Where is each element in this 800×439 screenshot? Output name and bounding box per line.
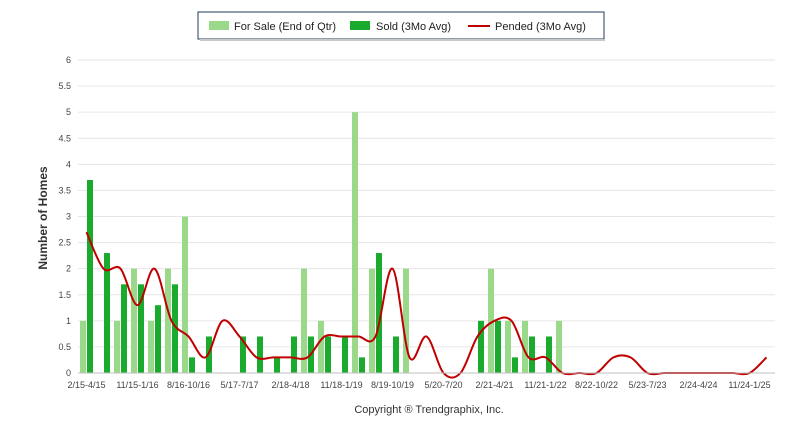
bar-sold: [478, 320, 484, 373]
bar-sold: [512, 357, 518, 373]
copyright-footer: Copyright ® Trendgraphix, Inc.: [354, 404, 503, 416]
x-tick-label: 5/17-7/17: [220, 380, 258, 390]
y-tick-label: 6: [66, 55, 71, 65]
y-axis-label: Number of Homes: [36, 166, 50, 270]
chart-axes: 0 0.5 1 1.5 2 2.5 3 3.5 4 4.5 5 5.5 6 2/15-4/15 11/15-…: [58, 55, 775, 390]
bar-sold: [291, 336, 297, 373]
legend-label-sold: Sold (3Mo Avg): [376, 21, 451, 33]
x-tick-label: 8/22-10/22: [575, 380, 618, 390]
y-tick-label: 3.5: [58, 185, 71, 195]
bar-sold: [240, 336, 246, 373]
bar-sold: [172, 284, 178, 373]
bar-for-sale: [352, 112, 358, 374]
x-tick-label: 5/20-7/20: [424, 380, 462, 390]
bar-sold: [189, 357, 195, 373]
bar-sold: [342, 336, 348, 373]
bar-for-sale: [114, 320, 120, 373]
bar-sold: [206, 336, 212, 373]
x-tick-label: 8/16-10/16: [167, 380, 210, 390]
bar-for-sale: [522, 320, 528, 373]
legend-swatch-for-sale: [209, 21, 229, 30]
bar-sold: [325, 336, 331, 373]
bar-for-sale: [505, 320, 511, 373]
bar-sold: [529, 336, 535, 373]
x-tick-label: 8/19-10/19: [371, 380, 414, 390]
bar-sold: [376, 253, 382, 373]
x-tick-label: 2/18-4/18: [271, 380, 309, 390]
bar-sold: [546, 336, 552, 373]
x-tick-label: 2/24-4/24: [679, 380, 717, 390]
bar-sold: [155, 305, 161, 373]
bar-sold: [495, 320, 501, 373]
x-tick-label: 11/21-1/22: [524, 380, 566, 390]
bar-sold: [121, 284, 127, 373]
y-tick-label: 1.5: [58, 290, 71, 300]
y-tick-label: 0.5: [58, 342, 71, 352]
y-tick-label: 2.5: [58, 238, 71, 248]
bar-for-sale: [403, 268, 409, 373]
x-tick-label: 2/21-4/21: [475, 380, 513, 390]
line-pended: [85, 231, 768, 379]
legend-label-for-sale: For Sale (End of Qtr): [234, 21, 336, 33]
bar-sold: [138, 284, 144, 373]
x-tick-label: 11/18-1/19: [320, 380, 362, 390]
bar-for-sale: [369, 268, 375, 373]
bar-for-sale: [318, 320, 324, 373]
chart-bars: [80, 112, 562, 374]
x-tick-label: 11/15-1/16: [116, 380, 158, 390]
x-tick-label: 11/24-1/25: [728, 380, 770, 390]
bar-for-sale: [301, 268, 307, 373]
bar-for-sale: [488, 268, 494, 373]
x-tick-label: 2/15-4/15: [67, 380, 105, 390]
bar-sold: [87, 179, 93, 373]
legend-swatch-sold: [350, 21, 370, 30]
bar-for-sale: [165, 268, 171, 373]
y-tick-label: 4.5: [58, 133, 71, 143]
bar-sold: [274, 357, 280, 373]
chart-lines: [85, 231, 768, 379]
y-tick-label: 5: [66, 107, 71, 117]
chart-grid: [78, 59, 775, 374]
y-tick-label: 5.5: [58, 81, 71, 91]
legend-label-pended: Pended (3Mo Avg): [495, 21, 586, 33]
bar-for-sale: [556, 320, 562, 373]
y-tick-label: 3: [66, 212, 71, 222]
bar-for-sale: [80, 320, 86, 373]
bar-sold: [257, 336, 263, 373]
chart-legend: For Sale (End of Qtr) Sold (3Mo Avg) Pende…: [197, 11, 605, 41]
y-tick-label: 4: [66, 159, 71, 169]
y-tick-label: 1: [66, 316, 71, 326]
bar-sold: [359, 357, 365, 373]
bar-for-sale: [131, 268, 137, 373]
y-tick-label: 2: [66, 264, 71, 274]
bar-sold: [393, 336, 399, 373]
bar-for-sale: [148, 320, 154, 373]
legend-box: [197, 11, 605, 40]
x-tick-label: 5/23-7/23: [628, 380, 666, 390]
bar-sold: [104, 253, 110, 373]
y-tick-label: 0: [66, 368, 71, 378]
bar-for-sale: [182, 216, 188, 373]
